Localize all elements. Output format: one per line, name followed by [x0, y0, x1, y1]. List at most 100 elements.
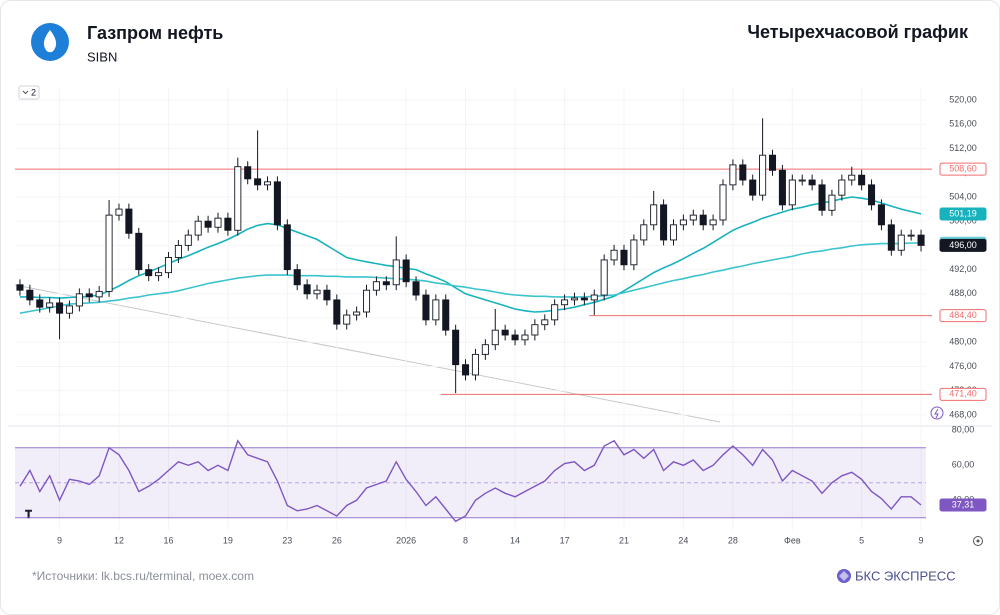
candle-body [135, 232, 143, 271]
candle-body [877, 204, 885, 226]
candle-body [462, 364, 470, 376]
x-tick-label: 9 [919, 535, 924, 545]
rsi-marker-label: 37,31 [952, 499, 975, 509]
x-tick-label: 21 [619, 535, 629, 545]
y-tick-label: 476,00 [949, 361, 977, 371]
candle-body [16, 284, 24, 291]
x-tick-label: 14 [510, 535, 520, 545]
level-label: 508,60 [949, 163, 977, 173]
candle-body [531, 324, 539, 336]
candle-body [838, 179, 846, 196]
candle-body [511, 334, 519, 341]
candle-body [669, 224, 678, 241]
tv-logo: 𝐓 [25, 509, 32, 521]
y-tick-label: 468,00 [949, 409, 977, 419]
candle-body [679, 219, 687, 226]
y-tick-label: 516,00 [949, 119, 977, 129]
candle-body [620, 249, 628, 266]
price-marker-label: 496,00 [949, 240, 977, 250]
candle-body [125, 208, 133, 234]
candle-body [224, 217, 232, 231]
candle-body [46, 302, 54, 308]
x-tick-label: 26 [332, 535, 342, 545]
candle-body [709, 219, 717, 226]
x-tick-label: 19 [223, 535, 233, 545]
candle-body [204, 220, 212, 228]
badge-chevron [22, 90, 29, 95]
rsi-line [19, 439, 922, 523]
candle-body [570, 297, 578, 301]
candle-body [402, 259, 410, 283]
level-box [939, 162, 987, 176]
candle-body [254, 178, 262, 186]
x-tick-label: Фев [784, 535, 801, 545]
y-tick-label: 60,00 [952, 460, 975, 470]
candle-body [778, 169, 786, 206]
candle-body [561, 299, 569, 306]
candle-body [828, 194, 836, 211]
x-tick-label: 2026 [396, 535, 416, 545]
candle-body [590, 294, 598, 301]
candle-body [739, 164, 747, 181]
brand-logo-mark [839, 571, 849, 581]
candle-body [313, 289, 321, 295]
candle-body [343, 314, 351, 325]
logo-flame [43, 30, 57, 53]
candle-body [689, 214, 697, 221]
x-tick-label: 23 [282, 535, 292, 545]
candle-body [56, 302, 64, 314]
x-tick-label: 24 [678, 535, 688, 545]
candle-body [115, 208, 123, 216]
candle-body [194, 220, 202, 236]
y-tick-label: 480,00 [949, 337, 977, 347]
alert-bolt [934, 408, 939, 419]
price-marker-label: 501,19 [949, 208, 977, 218]
candle-body [75, 293, 83, 307]
x-tick-label: 12 [114, 535, 124, 545]
candle-body [640, 224, 648, 241]
x-tick-label: 28 [728, 535, 738, 545]
brand: БКС ЭКСПРЕСС [855, 568, 956, 583]
candle-body [887, 224, 895, 251]
candle-body [808, 179, 816, 186]
level-label: 471,40 [949, 389, 977, 399]
candle-body [382, 281, 390, 286]
x-tick-label: 17 [560, 535, 570, 545]
sources: *Источники: lk.bcs.ru/terminal, moex.com [32, 569, 254, 583]
price-marker-box [939, 238, 987, 252]
candle-body [491, 329, 499, 346]
settings-icon[interactable] [973, 536, 983, 546]
candle-body [26, 289, 34, 301]
candle-body [432, 299, 440, 321]
candle-body [818, 184, 826, 211]
moving-average [19, 242, 921, 314]
candle-body [95, 290, 103, 298]
y-tick-label: 500,00 [949, 216, 977, 226]
badge-box[interactable] [18, 85, 40, 100]
candle-body [392, 259, 400, 286]
candle-body [323, 289, 331, 301]
candle-body [293, 269, 301, 286]
alert-icon[interactable] [930, 406, 944, 420]
candle-body [164, 257, 173, 274]
candle-body [273, 181, 281, 226]
rsi-marker-box [939, 498, 987, 512]
y-tick-label: 80,00 [952, 425, 975, 435]
candle-body [600, 259, 608, 296]
chart-title: Четырехчасовой график [747, 22, 969, 42]
candle-body [244, 166, 252, 180]
y-tick-label: 504,00 [949, 191, 977, 201]
candle-body [145, 269, 153, 277]
candle-body [353, 311, 361, 316]
candle-body [858, 174, 866, 186]
candle-body [541, 319, 549, 326]
candle-body [868, 184, 876, 206]
trend-line [14, 284, 721, 423]
candle-body [65, 305, 73, 314]
candle-body [412, 281, 420, 296]
y-tick-label: 512,00 [949, 143, 977, 153]
candle-body [481, 344, 489, 355]
candle-body [907, 234, 915, 237]
x-tick-label: 9 [57, 535, 62, 545]
